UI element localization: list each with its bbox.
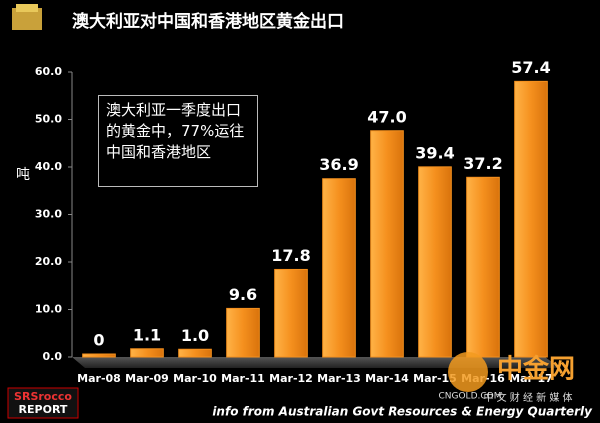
- x-tick-label: Mar-10: [173, 372, 217, 385]
- x-tick-label: Mar-17: [509, 372, 553, 385]
- x-tick-label: Mar-15: [413, 372, 457, 385]
- data-label: 47.0: [367, 107, 406, 126]
- data-label: 9.6: [229, 285, 257, 304]
- watermark-logo: [448, 352, 488, 392]
- data-label: 1.1: [133, 325, 161, 344]
- logo-text: SRSrocco: [14, 390, 72, 403]
- data-label: 1.0: [181, 326, 209, 345]
- x-tick-label: Mar-12: [269, 372, 313, 385]
- logo-text: REPORT: [19, 403, 68, 416]
- bar: [274, 268, 308, 358]
- data-label: 36.9: [319, 155, 358, 174]
- bar: [418, 166, 452, 358]
- x-tick-label: Mar-14: [365, 372, 409, 385]
- y-tick-label: 10.0: [35, 303, 62, 316]
- bar: [130, 348, 164, 358]
- y-tick-label: 50.0: [35, 113, 62, 126]
- y-axis-label: 吨: [16, 167, 30, 183]
- x-tick-label: Mar-13: [317, 372, 361, 385]
- data-label: 0: [93, 331, 104, 350]
- watermark-site: CNGOLD.COM: [438, 392, 501, 402]
- bar: [514, 80, 548, 358]
- bar: [82, 353, 116, 358]
- watermark-slogan: 中 文 财 经 新 媒 体: [483, 391, 572, 404]
- y-tick-label: 30.0: [35, 208, 62, 221]
- annotation: 澳大利亚一季度出口的黄金中，77%运往中国和香港地区: [98, 95, 258, 187]
- bar: [226, 307, 260, 358]
- bar: [370, 130, 404, 358]
- x-tick-label: Mar-11: [221, 372, 265, 385]
- x-tick-label: Mar-09: [125, 372, 169, 385]
- bar: [178, 348, 212, 358]
- data-label: 39.4: [415, 143, 454, 162]
- y-tick-label: 0.0: [43, 350, 63, 363]
- gold-icon: [12, 8, 42, 30]
- gold-icon: [16, 4, 38, 12]
- data-label: 57.4: [511, 58, 550, 77]
- logo: [7, 387, 79, 419]
- data-label: 17.8: [271, 246, 310, 265]
- chart-title: 澳大利亚对中国和香港地区黄金出口: [72, 11, 344, 32]
- watermark-name: 中金网: [497, 354, 575, 385]
- bar: [466, 176, 500, 358]
- y-tick-label: 20.0: [35, 255, 62, 268]
- y-tick-label: 60.0: [35, 65, 62, 78]
- floor: [72, 357, 560, 368]
- data-label: 37.2: [463, 154, 502, 173]
- x-tick-label: Mar-08: [77, 372, 121, 385]
- y-tick-label: 40.0: [35, 160, 62, 173]
- bar: [322, 178, 356, 358]
- source-note: info from Australian Govt Resources & En…: [212, 405, 593, 419]
